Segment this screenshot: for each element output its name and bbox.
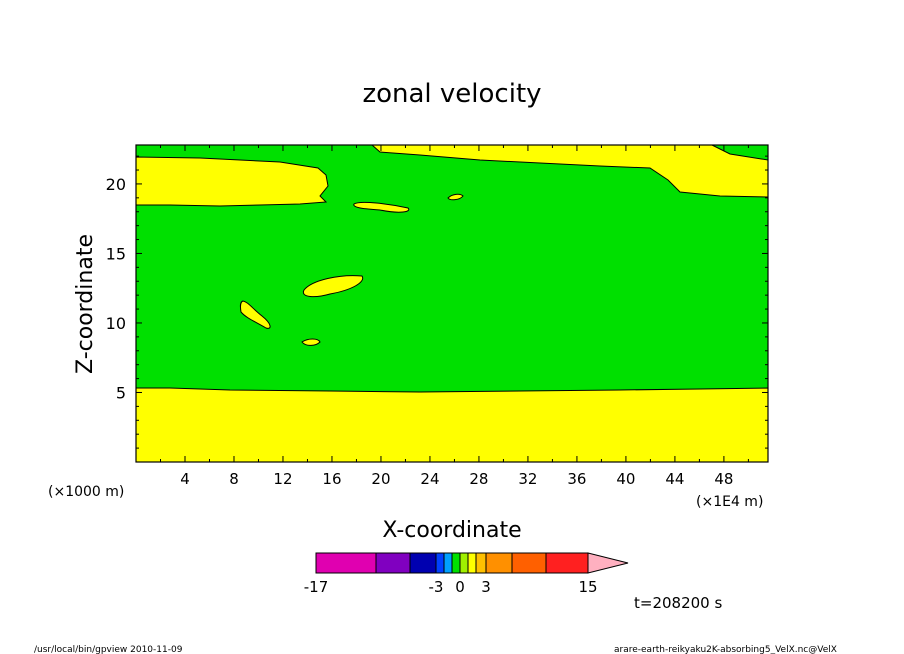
x-tick-label: 12 xyxy=(273,470,292,488)
colorbar-segment xyxy=(375,552,411,574)
colorbar: -17 -3 0 3 15 xyxy=(304,552,629,596)
chart-title: zonal velocity xyxy=(362,79,541,109)
footer-left: /usr/local/bin/gpview 2010-11-09 xyxy=(34,645,183,654)
colorbar-segment xyxy=(475,552,487,574)
contour-region-upper xyxy=(135,156,329,207)
x-tick-label: 40 xyxy=(616,470,635,488)
x-unit-label: (×1000 m) xyxy=(48,484,124,500)
y-tick-label: 10 xyxy=(106,314,126,333)
x-tick-label: 16 xyxy=(322,470,341,488)
plot-frame xyxy=(135,144,769,463)
contour-region-upper-right xyxy=(370,144,769,198)
x-tick-label: 32 xyxy=(518,470,537,488)
colorbar-label: 15 xyxy=(578,578,597,596)
x-axis-label: X-coordinate xyxy=(382,518,521,543)
y-tick-label: 15 xyxy=(106,244,126,263)
colorbar-segment xyxy=(459,552,469,574)
colorbar-label: 0 xyxy=(455,578,465,596)
x-tick-label: 8 xyxy=(229,470,239,488)
y-tick-label: 5 xyxy=(116,383,126,402)
x-tick-label: 44 xyxy=(665,470,684,488)
y-tick-label: 20 xyxy=(106,175,126,194)
colorbar-segment xyxy=(511,552,547,574)
x-tick-label: 36 xyxy=(567,470,586,488)
contour-region-lower xyxy=(135,387,769,463)
y-axis-label: Z-coordinate xyxy=(73,234,98,374)
contour-cell-1 xyxy=(353,201,410,213)
colorbar-segment xyxy=(443,552,453,574)
colorbar-label: -3 xyxy=(429,578,444,596)
contour-cell-2 xyxy=(447,193,464,201)
colorbar-segment xyxy=(409,552,437,574)
colorbar-segment xyxy=(467,552,477,574)
time-label: t=208200 s xyxy=(634,594,722,612)
x-ticks: 4 8 12 16 20 24 28 32 36 40 44 48 xyxy=(159,145,749,488)
colorbar-segment xyxy=(485,552,513,574)
contour-cell-5 xyxy=(301,338,321,346)
contour-cell-3 xyxy=(302,275,364,298)
colorbar-segment xyxy=(545,552,589,574)
x-scale-note: (×1E4 m) xyxy=(696,494,763,510)
colorbar-label: 3 xyxy=(481,578,491,596)
colorbar-label: -17 xyxy=(304,578,329,596)
colorbar-segment xyxy=(451,552,461,574)
x-tick-label: 4 xyxy=(180,470,190,488)
footer-right: arare-earth-reikyaku2K-absorbing5_VelX.n… xyxy=(614,645,837,654)
x-tick-label: 20 xyxy=(371,470,390,488)
colorbar-segment xyxy=(315,552,377,574)
colorbar-segment xyxy=(435,552,445,574)
x-tick-label: 24 xyxy=(420,470,439,488)
colorbar-arrow xyxy=(587,552,629,574)
x-tick-label: 28 xyxy=(469,470,488,488)
x-tick-label: 48 xyxy=(714,470,733,488)
contour-cell-4 xyxy=(239,300,271,329)
y-ticks: 5 10 15 20 xyxy=(106,155,768,449)
